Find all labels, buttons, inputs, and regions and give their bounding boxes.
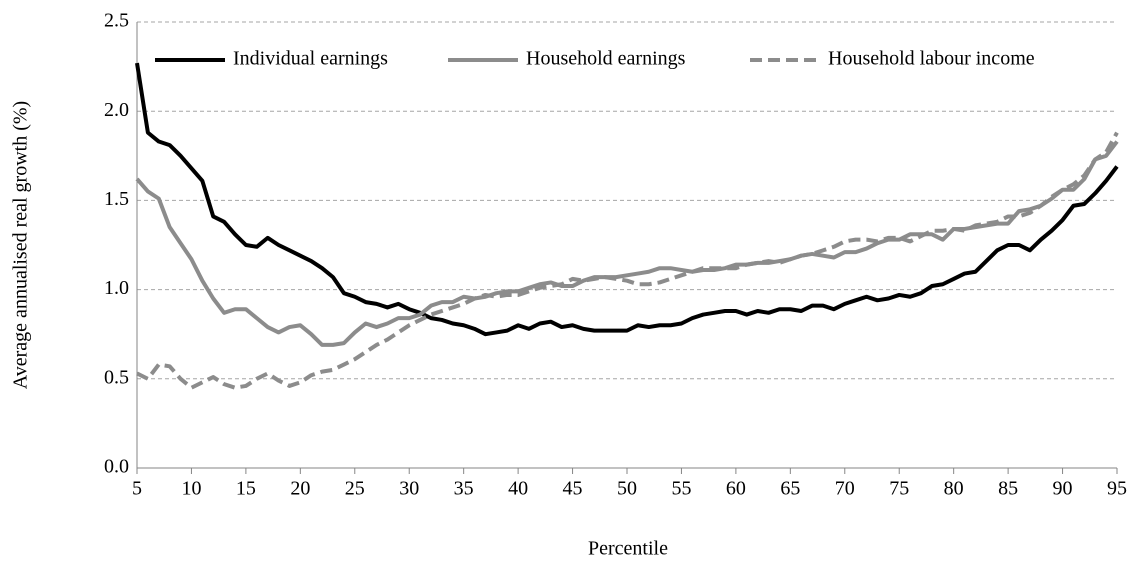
series-line [136,131,1119,390]
x-tick-label: 35 [454,478,474,500]
x-tick-label: 5 [132,478,142,500]
series-line [135,62,1119,337]
y-tick-label: 1.5 [104,188,129,210]
series-line [135,140,1119,347]
x-tick-label: 90 [1053,478,1073,500]
y-tick-label: 0.0 [104,456,129,478]
x-tick-label: 45 [563,478,583,500]
x-tick-label: 10 [181,478,201,500]
y-tick-label: 2.0 [104,99,129,121]
x-tick-label: 25 [345,478,365,500]
x-tick-label: 50 [617,478,637,500]
x-tick-label: 95 [1107,478,1127,500]
legend-label: Individual earnings [233,48,388,70]
legend-label: Household labour income [828,48,1035,70]
x-axis-label: Percentile [588,538,668,560]
y-tick-label: 2.5 [104,10,129,32]
y-axis-label: Average annualised real growth (%) [10,101,32,389]
x-tick-label: 40 [508,478,528,500]
x-tick-label: 70 [835,478,855,500]
x-tick-label: 65 [780,478,800,500]
x-tick-label: 20 [290,478,310,500]
x-tick-label: 55 [671,478,691,500]
y-tick-label: 1.0 [104,277,129,299]
legend-label: Household earnings [526,48,686,70]
x-tick-label: 80 [944,478,964,500]
x-tick-label: 30 [399,478,419,500]
x-tick-label: 15 [236,478,256,500]
x-tick-label: 60 [726,478,746,500]
x-tick-label: 75 [889,478,909,500]
y-tick-label: 0.5 [104,366,129,388]
x-tick-label: 85 [998,478,1018,500]
